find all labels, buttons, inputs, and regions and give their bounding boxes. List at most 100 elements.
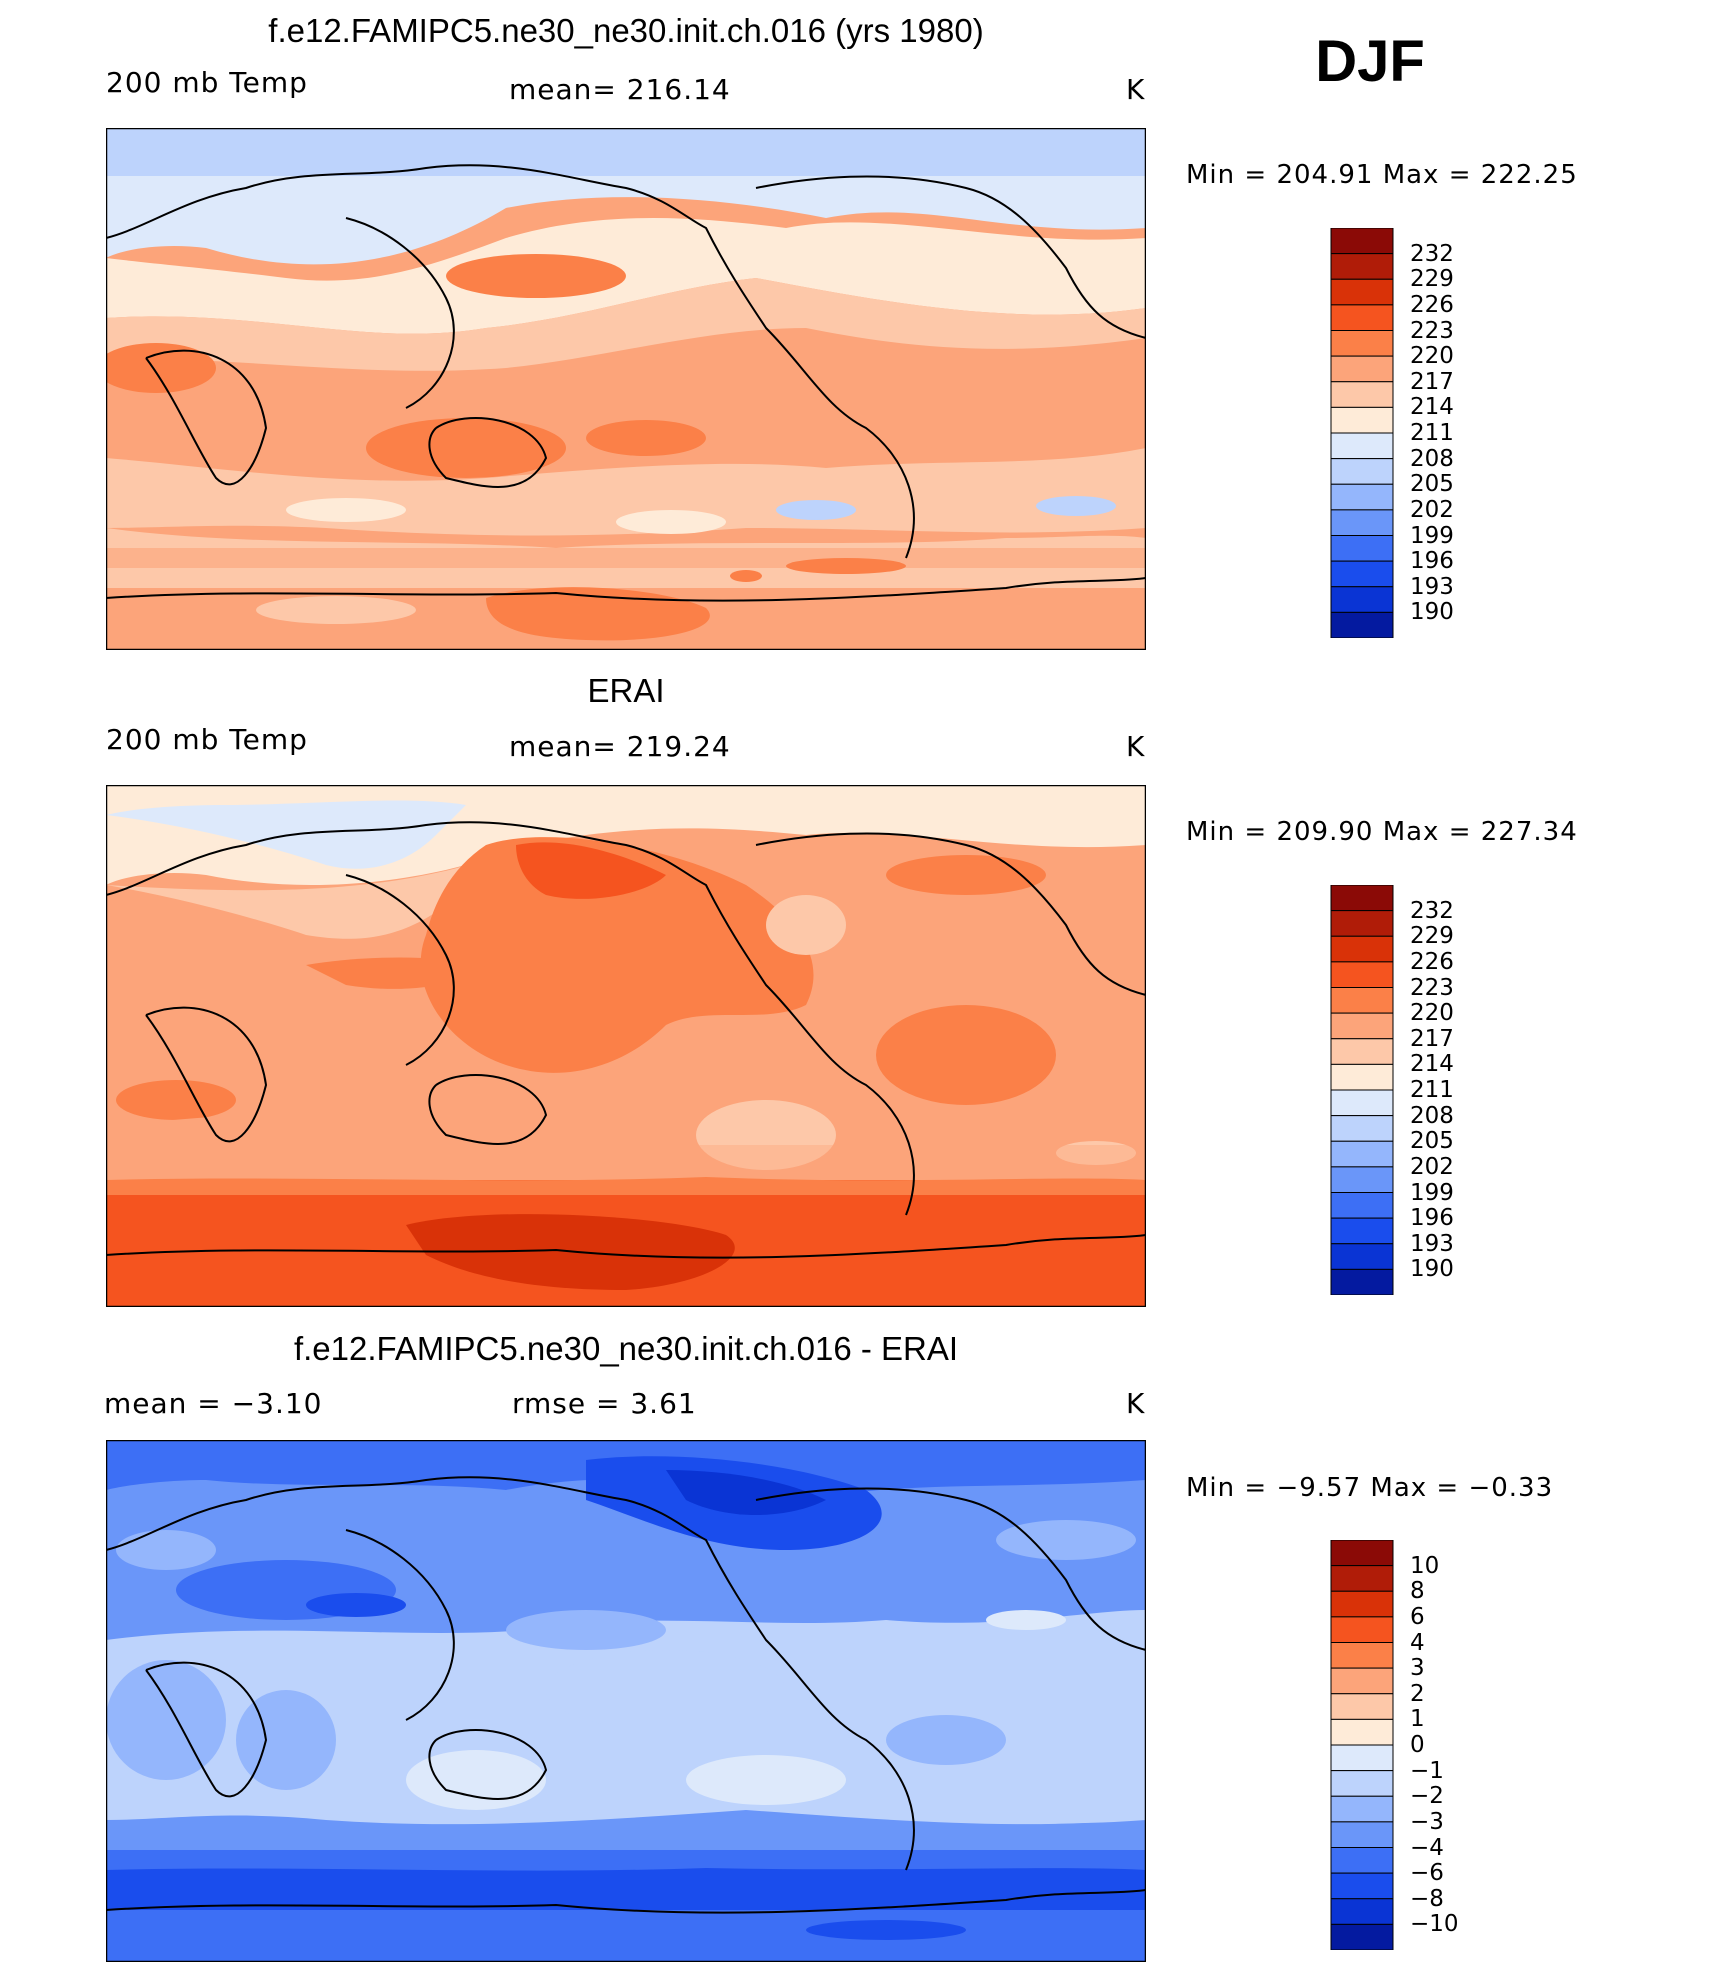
colorbar-tick-label: 232 xyxy=(1410,897,1454,924)
colorbar-box xyxy=(1330,1795,1394,1823)
panel2-units-label: K xyxy=(1126,730,1146,763)
colorbar-box xyxy=(1330,935,1394,963)
colorbar-box xyxy=(1330,1847,1394,1874)
colorbar-tick-label: 214 xyxy=(1410,394,1454,421)
colorbar-box xyxy=(1330,1192,1394,1219)
colorbar-box xyxy=(1330,1140,1394,1168)
colorbar-tick-label: 196 xyxy=(1410,548,1454,575)
panel2-colorbar xyxy=(1330,885,1394,1295)
colorbar-tick-label: 1 xyxy=(1410,1706,1425,1733)
panel2-minmax: Min = 209.90 Max = 227.34 xyxy=(1186,817,1578,847)
colorbar-tick-label: 202 xyxy=(1410,496,1454,523)
colorbar-box xyxy=(1330,1770,1394,1797)
colorbar-tick-label: 6 xyxy=(1410,1603,1425,1630)
colorbar-box xyxy=(1330,611,1394,638)
colorbar-tick-label: 8 xyxy=(1410,1578,1425,1605)
colorbar-tick-label: 226 xyxy=(1410,291,1454,318)
colorbar-tick-label: 193 xyxy=(1410,1230,1454,1257)
panel3-map xyxy=(106,1440,1146,1962)
colorbar-tick-label: 193 xyxy=(1410,573,1454,600)
colorbar-box xyxy=(1330,1590,1394,1618)
colorbar-box xyxy=(1330,304,1394,331)
panel1-mean-label: mean= 216.14 xyxy=(509,73,731,106)
colorbar-tick-label: 190 xyxy=(1410,599,1454,626)
colorbar-box xyxy=(1330,228,1394,255)
colorbar-tick-label: −1 xyxy=(1410,1757,1444,1784)
panel1-title: f.e12.FAMIPC5.ne30_ne30.init.ch.016 (yrs… xyxy=(268,12,984,49)
colorbar-tick-label: 202 xyxy=(1410,1153,1454,1180)
colorbar-box xyxy=(1330,1667,1394,1695)
panel2-variable-label: 200 mb Temp xyxy=(106,723,308,756)
colorbar-tick-label: 4 xyxy=(1410,1629,1425,1656)
colorbar-box xyxy=(1330,1642,1394,1669)
colorbar-box xyxy=(1330,1038,1394,1065)
colorbar-tick-label: 229 xyxy=(1410,923,1454,950)
panel2-title: ERAI xyxy=(587,672,665,709)
colorbar-box xyxy=(1330,483,1394,511)
colorbar-box xyxy=(1330,1115,1394,1142)
colorbar-tick-label: 205 xyxy=(1410,1128,1454,1155)
season-label: DJF xyxy=(1315,29,1425,94)
colorbar-tick-label: 199 xyxy=(1410,1179,1454,1206)
colorbar-box xyxy=(1330,381,1394,408)
colorbar-box xyxy=(1330,1718,1394,1746)
colorbar-tick-label: 205 xyxy=(1410,471,1454,498)
colorbar-tick-label: 211 xyxy=(1410,420,1454,446)
colorbar-tick-label: 199 xyxy=(1410,522,1454,549)
colorbar-tick-label: −10 xyxy=(1410,1911,1459,1938)
colorbar-box xyxy=(1330,560,1394,588)
panel3-rmse-label: rmse = 3.61 xyxy=(512,1387,697,1420)
colorbar-box xyxy=(1330,1923,1394,1950)
colorbar-box xyxy=(1330,1744,1394,1772)
colorbar-box xyxy=(1330,1898,1394,1925)
colorbar-tick-label: 232 xyxy=(1410,240,1454,267)
colorbar-tick-label: 220 xyxy=(1410,1000,1454,1027)
colorbar-tick-label: 214 xyxy=(1410,1051,1454,1078)
colorbar-box xyxy=(1330,509,1394,536)
colorbar-box xyxy=(1330,1166,1394,1193)
colorbar-box xyxy=(1330,1821,1394,1848)
colorbar-box xyxy=(1330,1693,1394,1720)
colorbar-tick-label: 190 xyxy=(1410,1256,1454,1283)
colorbar-tick-label: 220 xyxy=(1410,343,1454,370)
panel3-mean-label: mean = −3.10 xyxy=(104,1387,323,1420)
colorbar-box xyxy=(1330,406,1394,434)
panel1-units-label: K xyxy=(1126,73,1146,106)
colorbar-box xyxy=(1330,1243,1394,1270)
colorbar-box xyxy=(1330,961,1394,988)
colorbar-box xyxy=(1330,1217,1394,1245)
colorbar-box xyxy=(1330,1012,1394,1040)
colorbar-tick-label: 3 xyxy=(1410,1655,1425,1682)
colorbar-box xyxy=(1330,586,1394,613)
colorbar-tick-label: −6 xyxy=(1410,1860,1444,1887)
colorbar-tick-label: 196 xyxy=(1410,1205,1454,1232)
colorbar-tick-label: 208 xyxy=(1410,1102,1454,1129)
panel3-colorbar xyxy=(1330,1540,1394,1950)
panel1-variable-label: 200 mb Temp xyxy=(106,66,308,99)
colorbar-tick-label: 2 xyxy=(1410,1680,1425,1707)
colorbar-box xyxy=(1330,355,1394,383)
colorbar-tick-label: −8 xyxy=(1410,1885,1444,1912)
colorbar-box xyxy=(1330,1565,1394,1592)
colorbar-box xyxy=(1330,535,1394,562)
colorbar-tick-label: 208 xyxy=(1410,445,1454,472)
colorbar-tick-label: −4 xyxy=(1410,1834,1444,1861)
panel3-minmax: Min = −9.57 Max = −0.33 xyxy=(1186,1473,1554,1503)
panel1-colorbar xyxy=(1330,228,1394,638)
colorbar-box xyxy=(1330,910,1394,937)
colorbar-tick-label: 217 xyxy=(1410,1025,1454,1052)
colorbar-tick-label: 229 xyxy=(1410,266,1454,293)
panel2-map xyxy=(106,785,1146,1307)
colorbar-tick-label: −3 xyxy=(1410,1808,1444,1835)
colorbar-box xyxy=(1330,1063,1394,1091)
colorbar-box xyxy=(1330,330,1394,357)
panel3-title: f.e12.FAMIPC5.ne30_ne30.init.ch.016 - ER… xyxy=(293,1330,959,1367)
colorbar-box xyxy=(1330,278,1394,306)
colorbar-box xyxy=(1330,987,1394,1014)
colorbar-box xyxy=(1330,432,1394,460)
colorbar-box xyxy=(1330,1872,1394,1900)
colorbar-box xyxy=(1330,1540,1394,1567)
colorbar-box xyxy=(1330,1268,1394,1295)
colorbar-tick-label: 226 xyxy=(1410,948,1454,975)
colorbar-tick-label: 223 xyxy=(1410,974,1454,1001)
